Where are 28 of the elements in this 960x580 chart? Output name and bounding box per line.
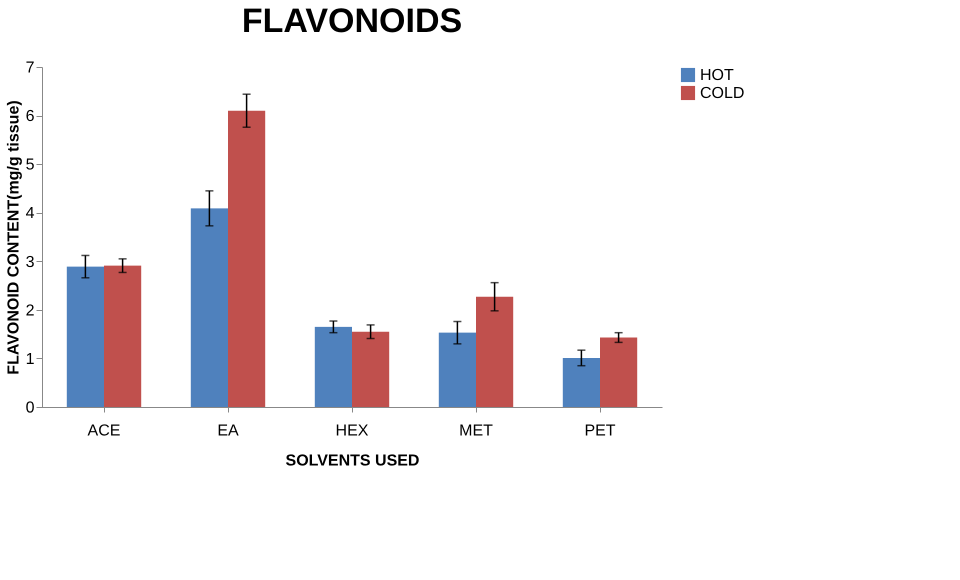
- y-axis-title: FLAVONOID CONTENT(mg/g tissue): [6, 100, 23, 375]
- x-tick-label: EA: [217, 422, 239, 440]
- x-tick-label: MET: [459, 422, 494, 440]
- legend-label: HOT: [700, 67, 734, 84]
- x-tick-label: ACE: [88, 422, 120, 440]
- bar: [314, 326, 352, 407]
- legend-label: COLD: [700, 85, 744, 102]
- x-tick-label: HEX: [336, 422, 369, 440]
- bar: [600, 338, 638, 407]
- x-tick-label: PET: [584, 422, 616, 440]
- bar: [190, 208, 228, 407]
- chart-title: FLAVONOIDS: [242, 2, 462, 40]
- y-tick-label: 1: [26, 350, 35, 368]
- y-tick-label: 7: [26, 60, 35, 76]
- y-tick-label: 0: [26, 400, 35, 416]
- bar: [438, 332, 476, 407]
- y-tick-label: 6: [26, 108, 35, 126]
- y-tick-label: 5: [26, 156, 35, 174]
- x-axis-title: SOLVENTS USED: [286, 452, 420, 470]
- bar: [476, 296, 514, 407]
- bar: [562, 358, 600, 407]
- y-tick-label: 4: [26, 205, 35, 222]
- bar: [104, 266, 142, 407]
- y-tick-label: 3: [26, 254, 35, 271]
- bar: [352, 332, 390, 407]
- bar: [228, 110, 266, 407]
- bar: [66, 266, 104, 407]
- y-tick-label: 2: [26, 302, 35, 320]
